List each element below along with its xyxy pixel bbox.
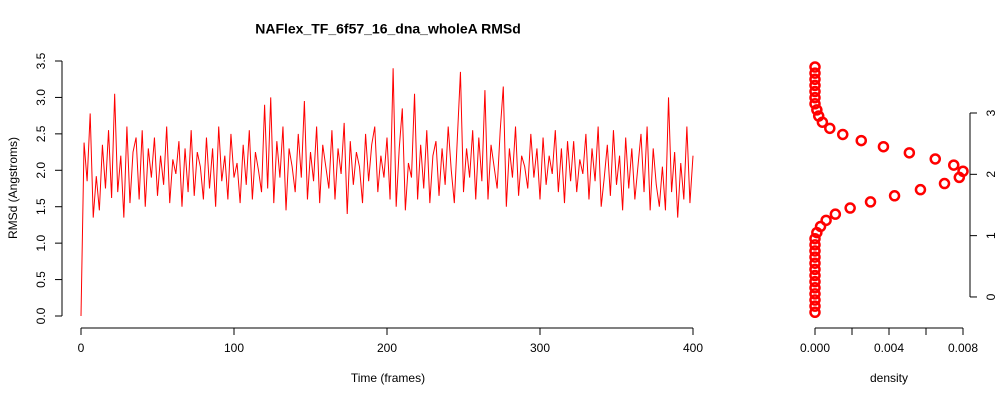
data-point	[837, 128, 849, 141]
y-tick-label: 0.0	[34, 307, 48, 324]
data-point	[824, 122, 836, 135]
data-point	[864, 196, 877, 208]
data-point	[914, 183, 927, 196]
y-tick-label: 1.0	[34, 234, 48, 251]
data-point	[814, 220, 827, 233]
data-point	[809, 300, 821, 312]
data-point	[809, 73, 821, 86]
data-point	[809, 288, 821, 300]
y-tick-label: 3.0	[34, 89, 48, 106]
data-point	[809, 98, 821, 110]
data-point	[820, 214, 832, 227]
data-point	[844, 202, 856, 214]
x-tick-label: 200	[377, 341, 397, 355]
y-tick-label: 2	[984, 171, 998, 178]
y-tick-label: 0.5	[34, 271, 48, 288]
y-tick-label: 2.5	[34, 125, 48, 142]
data-point	[809, 251, 821, 263]
data-point	[929, 153, 941, 165]
data-point	[809, 85, 821, 98]
data-point	[809, 91, 821, 104]
data-point	[829, 208, 842, 220]
data-point	[809, 67, 821, 79]
data-point	[809, 294, 821, 306]
y-tick-label: 0	[984, 293, 998, 300]
data-point	[809, 269, 821, 282]
data-line	[80, 68, 694, 317]
data-point	[809, 239, 821, 251]
x-tick-label: 400	[683, 341, 703, 355]
x-axis-title: density	[870, 371, 908, 385]
data-point	[809, 282, 821, 294]
chart-title: NAFlex_TF_6f57_16_dna_wholeA RMSd	[255, 21, 521, 37]
x-tick-label: 0.008	[948, 341, 978, 355]
y-tick-label: 3.5	[34, 52, 48, 69]
data-point	[812, 110, 825, 122]
data-point	[957, 165, 969, 178]
data-point	[809, 306, 821, 319]
x-tick-label: 300	[530, 341, 550, 355]
y-tick-label: 3	[984, 109, 998, 116]
data-point	[855, 134, 867, 147]
y-tick-label: 1.5	[34, 198, 48, 215]
y-tick-label: 1	[984, 232, 998, 239]
x-tick-label: 0.000	[800, 341, 830, 355]
x-tick-label: 100	[224, 341, 244, 355]
data-point	[938, 177, 951, 190]
data-point	[809, 232, 821, 245]
x-tick-label: 0	[78, 341, 85, 355]
x-axis-title: Time (frames)	[351, 371, 425, 385]
data-point	[809, 275, 821, 288]
data-point	[811, 104, 823, 116]
y-axis-title: RMSd (Angstroms)	[6, 137, 20, 239]
data-point	[877, 140, 890, 153]
data-point	[903, 147, 916, 159]
data-point	[809, 263, 821, 276]
data-point	[809, 257, 821, 269]
y-tick-label: 2.0	[34, 162, 48, 179]
x-tick-label: 0.004	[874, 341, 904, 355]
data-point	[948, 159, 960, 171]
data-point	[809, 61, 821, 73]
data-point	[809, 245, 821, 257]
data-point	[888, 190, 901, 202]
data-point	[809, 79, 821, 92]
